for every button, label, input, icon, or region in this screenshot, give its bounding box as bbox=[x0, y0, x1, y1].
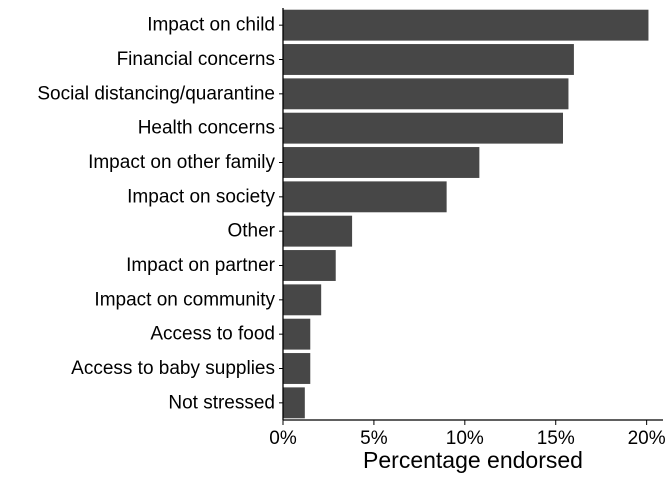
category-label: Impact on child bbox=[147, 15, 275, 36]
bar bbox=[283, 353, 311, 384]
y-axis-ticks bbox=[279, 24, 283, 404]
x-tick-label: 10% bbox=[446, 428, 484, 449]
x-tick-label: 0% bbox=[269, 428, 297, 449]
category-label: Other bbox=[227, 221, 275, 242]
bar bbox=[283, 78, 569, 110]
bar bbox=[283, 318, 311, 350]
category-label: Not stressed bbox=[168, 392, 275, 413]
category-label: Impact on other family bbox=[88, 152, 275, 173]
bar bbox=[283, 284, 322, 316]
bar bbox=[283, 112, 563, 144]
x-axis-title: Percentage endorsed bbox=[363, 447, 583, 473]
category-label: Health concerns bbox=[138, 118, 275, 139]
bar bbox=[283, 250, 336, 281]
category-labels: Impact on child Financial concerns Social … bbox=[37, 15, 275, 414]
bar bbox=[283, 147, 480, 178]
x-tick-label: 5% bbox=[360, 428, 388, 449]
bar bbox=[283, 387, 305, 419]
category-label: Access to food bbox=[150, 324, 275, 345]
bar bbox=[283, 9, 649, 41]
category-label: Access to baby supplies bbox=[71, 358, 275, 379]
bar bbox=[283, 215, 353, 247]
category-label: Financial concerns bbox=[117, 49, 275, 70]
category-label: Social distancing/quarantine bbox=[37, 83, 275, 104]
x-tick-label: 20% bbox=[628, 428, 666, 449]
category-label: Impact on community bbox=[94, 289, 275, 310]
bar bbox=[283, 181, 447, 213]
category-label: Impact on society bbox=[127, 186, 275, 207]
category-label: Impact on partner bbox=[126, 255, 276, 276]
x-axis-ticks: 0% 5% 10% 15% 20% bbox=[269, 420, 666, 449]
bars-group bbox=[283, 9, 649, 419]
bar bbox=[283, 44, 574, 75]
x-tick-label: 15% bbox=[537, 428, 575, 449]
